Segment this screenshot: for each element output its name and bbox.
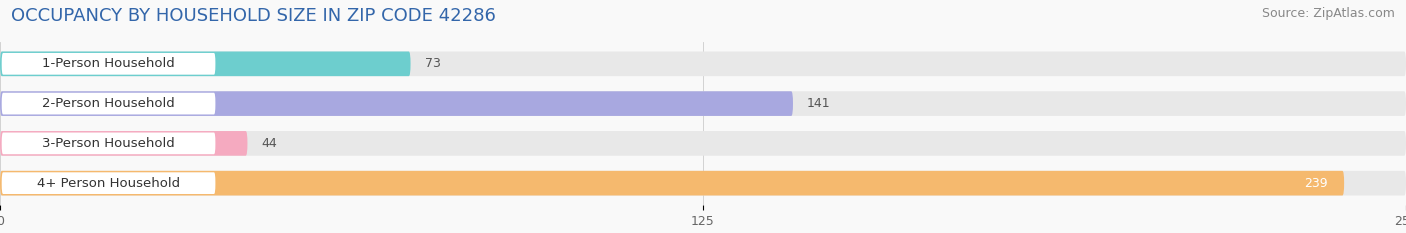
Text: 239: 239: [1303, 177, 1327, 190]
Text: 2-Person Household: 2-Person Household: [42, 97, 174, 110]
FancyBboxPatch shape: [1, 93, 215, 114]
FancyBboxPatch shape: [0, 171, 1344, 195]
Text: 4+ Person Household: 4+ Person Household: [37, 177, 180, 190]
Text: 44: 44: [262, 137, 277, 150]
FancyBboxPatch shape: [1, 53, 215, 75]
FancyBboxPatch shape: [0, 91, 793, 116]
FancyBboxPatch shape: [1, 172, 215, 194]
Text: OCCUPANCY BY HOUSEHOLD SIZE IN ZIP CODE 42286: OCCUPANCY BY HOUSEHOLD SIZE IN ZIP CODE …: [11, 7, 496, 25]
Text: 73: 73: [425, 57, 440, 70]
Text: Source: ZipAtlas.com: Source: ZipAtlas.com: [1261, 7, 1395, 20]
FancyBboxPatch shape: [0, 171, 1406, 195]
FancyBboxPatch shape: [0, 51, 1406, 76]
Text: 1-Person Household: 1-Person Household: [42, 57, 174, 70]
FancyBboxPatch shape: [0, 51, 411, 76]
FancyBboxPatch shape: [1, 133, 215, 154]
Text: 3-Person Household: 3-Person Household: [42, 137, 174, 150]
Text: 141: 141: [807, 97, 831, 110]
FancyBboxPatch shape: [0, 91, 1406, 116]
FancyBboxPatch shape: [0, 131, 247, 156]
FancyBboxPatch shape: [0, 131, 1406, 156]
